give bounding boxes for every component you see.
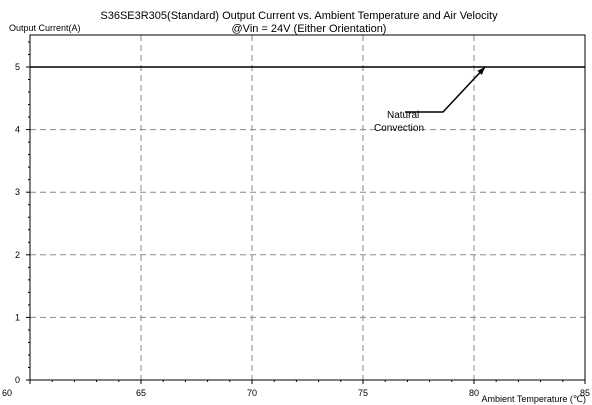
y-tick-label: 4 [15,125,20,135]
grid-layer [30,35,585,380]
annotation-line-1: Natural [387,110,419,121]
annotation-line-2: Convection [374,123,424,134]
x-tick-label: 65 [136,388,146,398]
x-tick-label: 70 [247,388,257,398]
x-axis-label: Ambient Temperature (℃) [482,394,586,404]
y-tick-label: 2 [15,250,20,260]
x-tick-label: 85 [580,388,590,398]
y-axis-label: Output Current(A) [9,23,81,33]
y-tick-label: 0 [15,375,20,385]
tick-layer: 60 65 70 75 80 85 0 1 2 3 4 5 [2,41,590,398]
y-tick-label: 3 [15,187,20,197]
x-tick-label: 75 [358,388,368,398]
x-tick-label: 60 [2,388,12,398]
y-tick-label: 1 [15,312,20,322]
plot-frame [29,34,586,381]
annotation-arrowhead [477,67,486,75]
chart-title: S36SE3R305(Standard) Output Current vs. … [100,10,498,22]
annotation-arrow [405,66,486,113]
x-tick-label: 80 [469,388,479,398]
y-tick-label: 5 [15,62,20,72]
chart-subtitle: @Vin = 24V (Either Orientation) [232,23,387,35]
